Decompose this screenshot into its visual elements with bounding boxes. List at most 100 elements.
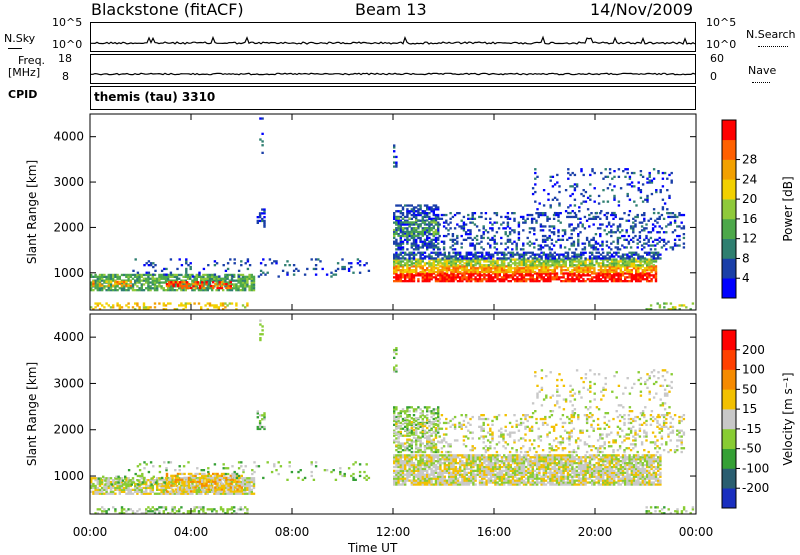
data-cell (674, 220, 676, 222)
data-cell (574, 199, 576, 201)
data-cell (602, 255, 604, 257)
data-cell (413, 248, 415, 250)
data-cell (216, 483, 218, 485)
data-cell (246, 302, 248, 304)
data-cell (108, 508, 110, 510)
data-cell (402, 233, 404, 235)
data-cell (237, 508, 239, 510)
data-cell (523, 252, 525, 254)
data-cell (246, 477, 248, 479)
data-cell (527, 243, 529, 245)
data-cell (477, 267, 479, 269)
data-cell (558, 276, 560, 278)
data-cell (572, 193, 574, 195)
data-cell (433, 219, 435, 221)
data-cell (400, 257, 402, 259)
data-cell (512, 262, 514, 264)
data-cell (404, 462, 406, 464)
data-cell (514, 254, 516, 256)
data-cell (141, 274, 143, 276)
data-cell (260, 262, 262, 264)
data-cell (487, 237, 489, 239)
data-cell (641, 229, 643, 231)
data-cell (433, 462, 435, 464)
data-cell (549, 269, 551, 271)
data-cell (395, 462, 397, 464)
data-cell (433, 470, 435, 472)
data-cell (225, 481, 227, 483)
data-cell (499, 278, 501, 280)
data-cell (366, 463, 368, 465)
data-cell (97, 508, 99, 510)
data-cell (587, 264, 589, 266)
data-cell (512, 271, 514, 273)
data-cell (577, 239, 579, 241)
data-cell (657, 302, 659, 304)
data-cell (225, 287, 227, 289)
data-cell (602, 178, 604, 180)
data-cell (518, 254, 520, 256)
data-cell (192, 477, 194, 479)
data-cell (494, 222, 496, 224)
data-cell (138, 274, 140, 276)
data-cell (181, 481, 183, 483)
data-cell (578, 254, 580, 256)
data-cell (653, 252, 655, 254)
data-cell (681, 304, 683, 306)
data-cell (587, 197, 589, 199)
data-cell (201, 481, 203, 483)
data-cell (585, 191, 587, 193)
data-cell (214, 488, 216, 490)
data-cell (400, 480, 402, 482)
data-cell (461, 235, 463, 237)
data-cell (242, 477, 244, 479)
data-cell (487, 243, 489, 245)
data-cell (433, 227, 435, 229)
data-cell (240, 506, 242, 508)
data-cell (227, 488, 229, 490)
data-cell (491, 237, 493, 239)
data-cell (326, 469, 328, 471)
data-cell (176, 510, 178, 512)
data-cell (165, 274, 167, 276)
data-cell (627, 168, 629, 170)
data-cell (426, 472, 428, 474)
data-cell (430, 262, 432, 264)
data-cell (188, 287, 190, 289)
data-cell (674, 229, 676, 231)
data-cell (150, 478, 152, 480)
data-cell (112, 304, 114, 306)
data-cell (179, 479, 181, 481)
data-cell (549, 225, 551, 227)
data-cell (189, 493, 191, 495)
data-cell (419, 458, 421, 460)
data-cell (165, 289, 167, 291)
data-cell (437, 243, 439, 245)
data-cell (240, 465, 242, 467)
data-cell (654, 244, 656, 246)
data-cell (441, 262, 443, 264)
data-cell (156, 285, 158, 287)
data-cell (459, 258, 461, 260)
data-cell (507, 262, 509, 264)
data-cell (670, 302, 672, 304)
data-cell (534, 183, 536, 185)
data-cell (552, 176, 554, 178)
data-cell (211, 508, 213, 510)
data-cell (105, 510, 107, 512)
data-cell (393, 476, 395, 478)
data-cell (100, 478, 102, 480)
data-cell (210, 481, 212, 483)
data-cell (488, 252, 490, 254)
data-cell (485, 229, 487, 231)
data-cell (529, 241, 531, 243)
data-cell (170, 258, 172, 260)
data-cell (231, 275, 233, 277)
data-cell (620, 255, 622, 257)
data-cell (612, 223, 614, 225)
data-cell (521, 267, 523, 269)
data-cell (629, 199, 631, 201)
data-cell (510, 274, 512, 276)
data-cell (395, 204, 397, 206)
data-cell (590, 244, 592, 246)
